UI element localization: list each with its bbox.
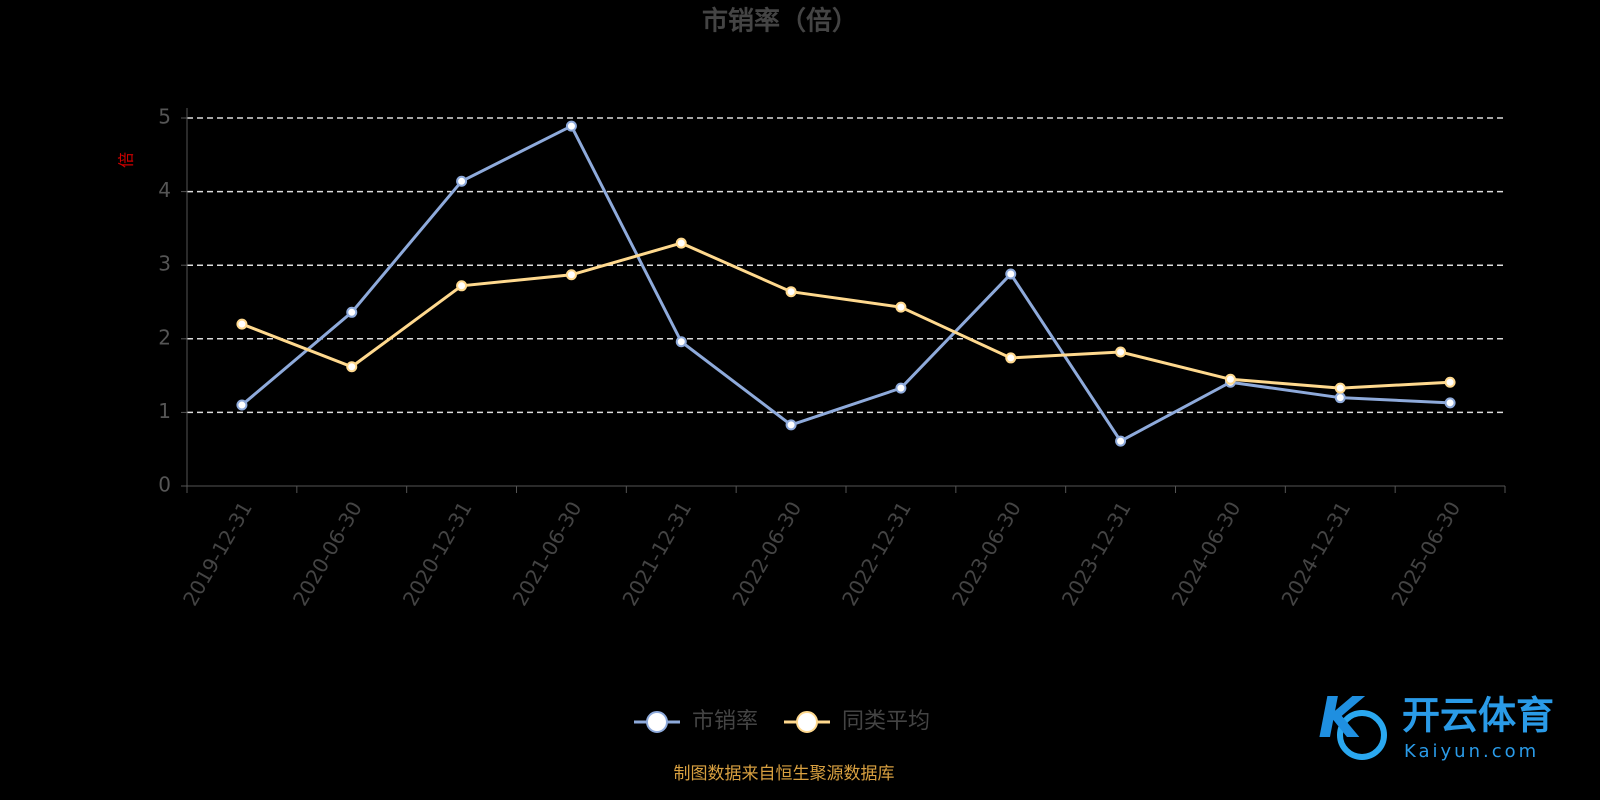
watermark-logo <box>1337 710 1387 760</box>
series-line <box>241 241 1451 390</box>
legend-label: 同类平均 <box>842 709 930 734</box>
point <box>675 336 687 348</box>
y-tick-label: 3 <box>158 252 171 276</box>
point <box>565 269 577 281</box>
y-axis-label: 倍 <box>117 152 136 168</box>
y-tick-label: 5 <box>158 105 171 129</box>
watermark-subtitle: Kaiyun.com <box>1404 741 1539 762</box>
point <box>1334 392 1346 404</box>
point <box>456 280 468 292</box>
legend-symbol <box>646 711 668 733</box>
point <box>236 318 248 330</box>
point <box>1444 397 1456 409</box>
point <box>895 382 907 394</box>
point <box>346 306 358 318</box>
point <box>1224 373 1236 385</box>
point <box>1334 382 1346 394</box>
watermark-title: 开云体育 <box>1402 694 1554 738</box>
point <box>1005 268 1017 280</box>
y-tick-label: 4 <box>158 178 171 202</box>
source-note: 制图数据来自恒生聚源数据库 <box>674 764 895 784</box>
y-tick-label: 1 <box>158 399 171 423</box>
chart-title: 市销率（倍） <box>702 6 858 37</box>
point <box>565 120 577 132</box>
point <box>785 419 797 431</box>
legend-symbol <box>796 711 818 733</box>
point <box>456 175 468 187</box>
point <box>1115 346 1127 358</box>
point <box>1005 352 1017 364</box>
point <box>236 399 248 411</box>
watermark: K 开云体育 Kaiyun.com <box>1318 686 1554 762</box>
point <box>1115 435 1127 447</box>
point <box>785 286 797 298</box>
series-line <box>240 124 1451 444</box>
point <box>895 301 907 313</box>
watermark-logo-k: K <box>1318 686 1365 751</box>
point <box>346 361 358 373</box>
legend-label: 市销率 <box>692 709 758 734</box>
point <box>675 237 687 249</box>
point <box>1444 376 1456 388</box>
y-tick-label: 0 <box>158 473 171 497</box>
y-tick-label: 2 <box>158 325 171 349</box>
